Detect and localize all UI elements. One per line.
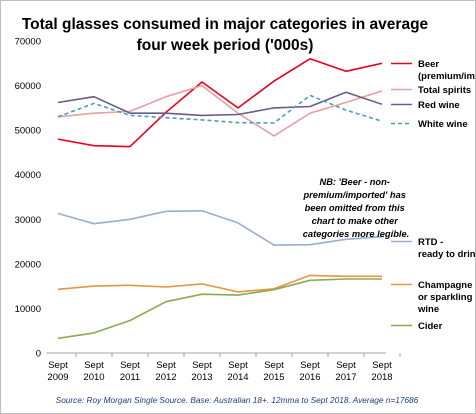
x-tick-label: Sept 2014: [227, 360, 248, 383]
series-line-red-wine: [57, 91, 383, 117]
legend-label: Champagne or sparkling wine: [417, 280, 473, 315]
y-tick-label: 10000: [15, 304, 41, 315]
legend-label: Red wine: [418, 100, 460, 111]
x-tick-label: Sept 2018: [371, 360, 392, 383]
legend-label: White wine: [418, 119, 468, 130]
y-tick-label: 20000: [15, 259, 41, 270]
x-tick-label: Sept 2017: [335, 360, 356, 383]
x-tick-label: Sept 2010: [83, 360, 104, 383]
series-line-beer: [57, 57, 383, 148]
series-line-white-wine: [57, 94, 383, 124]
x-tick-label: Sept 2009: [47, 360, 68, 383]
legend-label: RTD -ready to drink: [418, 237, 475, 260]
series-line-cider: [57, 278, 382, 340]
series-line-total-spirits: [57, 84, 383, 137]
legend-label: Cider: [418, 321, 443, 332]
series-lines: [57, 57, 383, 340]
legend-label: Total spirits: [418, 85, 471, 96]
x-tick-label: Sept 2016: [299, 360, 320, 383]
legend: Beer(premium/import) Total spirits Red win…: [391, 59, 475, 332]
y-tick-label: 70000: [15, 37, 41, 48]
x-tick-label: Sept 2011: [120, 360, 140, 383]
chart-title-line-1: Total glasses consumed in major categori…: [22, 16, 429, 33]
y-tick-label: 40000: [15, 170, 41, 181]
y-tick-label: 0: [36, 349, 41, 360]
series-line-champagne: [57, 274, 382, 293]
y-tick-label: 30000: [15, 215, 41, 226]
axes: 0 10000 20000 30000 40000 50000 60000 70000 Sept…: [15, 37, 401, 383]
x-tick-label: Sept 2013: [191, 360, 212, 383]
series-line-rtd: [57, 210, 383, 246]
x-tick-label: Sept 2015: [263, 360, 284, 383]
y-tick-label: 50000: [15, 126, 41, 137]
chart-source: Source: Roy Morgan Single Source. Base: …: [56, 395, 419, 405]
legend-label: Beer(premium/import): [418, 59, 475, 82]
chart-title-line-2: four week period ('000s): [137, 37, 314, 54]
x-tick-label: Sept 2012: [155, 360, 176, 383]
y-tick-label: 60000: [15, 81, 41, 92]
chart-annotation: NB: 'Beer - non- premium/imported' has b…: [302, 177, 409, 239]
